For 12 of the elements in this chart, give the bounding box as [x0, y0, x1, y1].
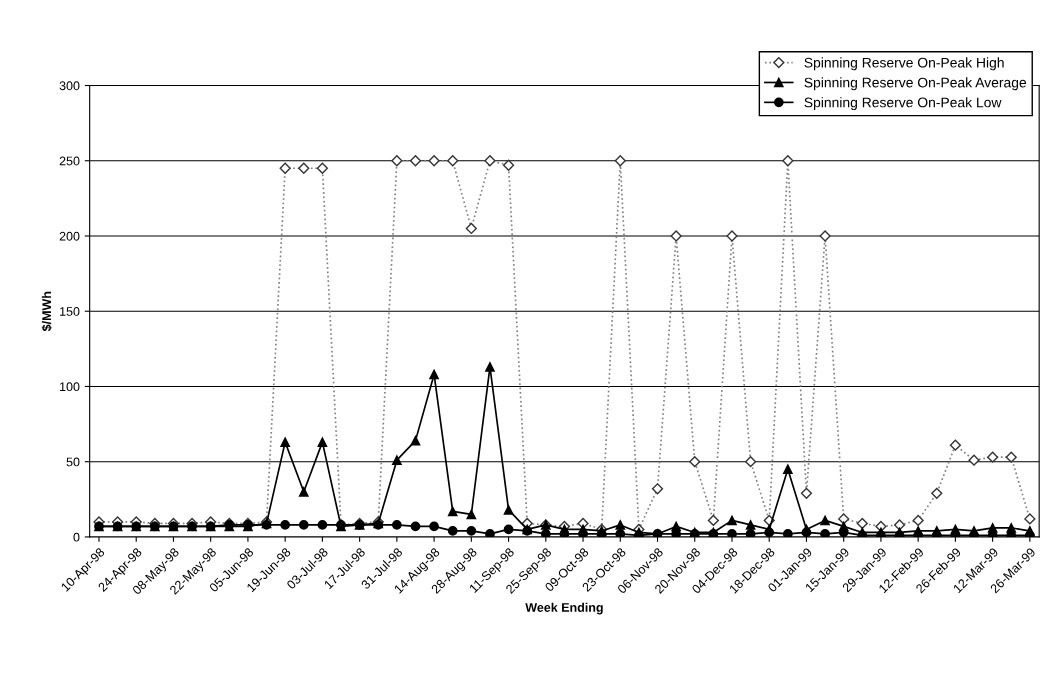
y-tick-label: 250 [59, 156, 80, 166]
y-tick-label: 150 [60, 307, 80, 316]
legend-label: Spinning Reserve On-Peak Average [804, 77, 1027, 91]
y-tick-label: 300 [59, 81, 80, 91]
y-tick-label: 0 [73, 532, 80, 542]
x-axis-title: Week Ending [525, 602, 603, 615]
y-tick-label: 200 [59, 231, 80, 241]
y-axis-title: $/MWh [41, 291, 52, 332]
y-tick-label: 50 [66, 457, 80, 467]
y-tick-label: 100 [60, 382, 80, 392]
legend-label: Spinning Reserve On-Peak Low [804, 97, 1002, 111]
legend-label: Spinning Reserve On-Peak High [804, 57, 1004, 71]
